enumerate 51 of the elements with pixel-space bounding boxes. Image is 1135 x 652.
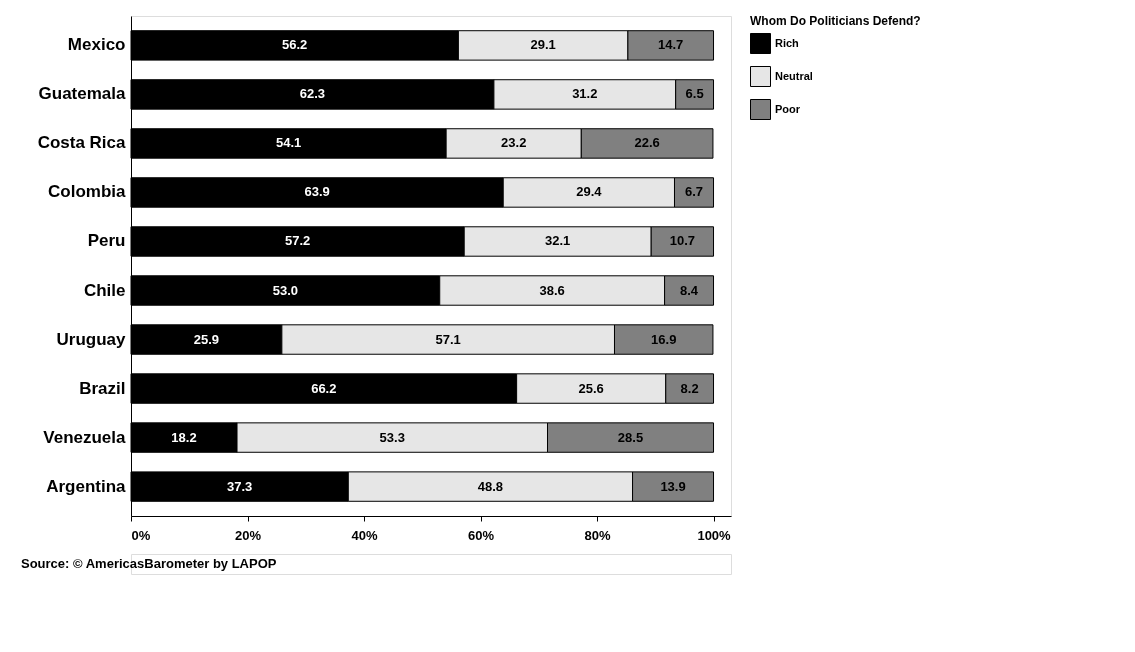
x-tick-label: 100% <box>697 527 732 543</box>
data-label: 25.9 <box>193 331 220 347</box>
data-label: 53.3 <box>379 429 405 445</box>
legend-label: Poor <box>775 102 801 115</box>
x-tick-label: 20% <box>234 527 262 543</box>
y-tick-label: Uruguay <box>56 329 127 349</box>
data-label: 6.5 <box>685 86 704 102</box>
data-label: 56.2 <box>282 37 308 53</box>
y-tick-label: Peru <box>87 231 126 251</box>
data-label: 22.6 <box>634 135 660 151</box>
y-tick-label: Costa Rica <box>37 133 127 153</box>
data-label: 6.7 <box>684 184 704 200</box>
data-label: 37.3 <box>226 478 253 494</box>
y-tick-label: Guatemala <box>38 84 127 104</box>
data-label: 10.7 <box>669 233 696 249</box>
legend-title: Whom Do Politicians Defend? <box>750 14 921 28</box>
data-label: 18.2 <box>171 429 197 445</box>
data-label: 32.1 <box>545 233 571 249</box>
data-label: 28.5 <box>617 429 644 445</box>
data-label: 8.2 <box>680 380 699 396</box>
data-label: 25.6 <box>578 380 604 396</box>
x-tick-label: 60% <box>468 527 495 543</box>
data-label: 63.9 <box>304 184 330 200</box>
x-tick-label: 40% <box>351 527 378 543</box>
data-label: 16.9 <box>651 331 677 347</box>
x-tick-label: 0% <box>131 527 151 543</box>
data-label: 66.2 <box>311 380 337 396</box>
legend-label: Rich <box>775 36 800 49</box>
data-label: 53.0 <box>272 282 299 298</box>
y-tick-label: Chile <box>83 280 126 300</box>
data-label: 8.4 <box>680 282 699 298</box>
y-tick-label: Brazil <box>79 378 126 398</box>
source-note: Source: © AmericasBarometer by LAPOP <box>21 556 277 571</box>
data-label: 62.3 <box>299 86 326 102</box>
data-label: 57.1 <box>435 331 461 347</box>
y-tick-label: Colombia <box>48 182 127 202</box>
data-label: 29.4 <box>576 184 603 200</box>
data-label: 48.8 <box>477 478 504 494</box>
data-label: 38.6 <box>539 282 565 298</box>
data-label: 31.2 <box>572 86 598 102</box>
x-tick-label: 80% <box>584 527 611 543</box>
data-label: 54.1 <box>275 135 302 151</box>
data-label: 14.7 <box>658 37 684 53</box>
data-label: 29.1 <box>530 37 556 53</box>
data-label: 57.2 <box>284 233 311 249</box>
data-label: 13.9 <box>660 478 686 494</box>
y-tick-label: Venezuela <box>43 427 127 447</box>
y-tick-label: Mexico <box>67 35 126 55</box>
data-label: 23.2 <box>501 135 527 151</box>
legend-label: Neutral <box>775 69 813 82</box>
y-tick-label: Argentina <box>46 476 127 496</box>
